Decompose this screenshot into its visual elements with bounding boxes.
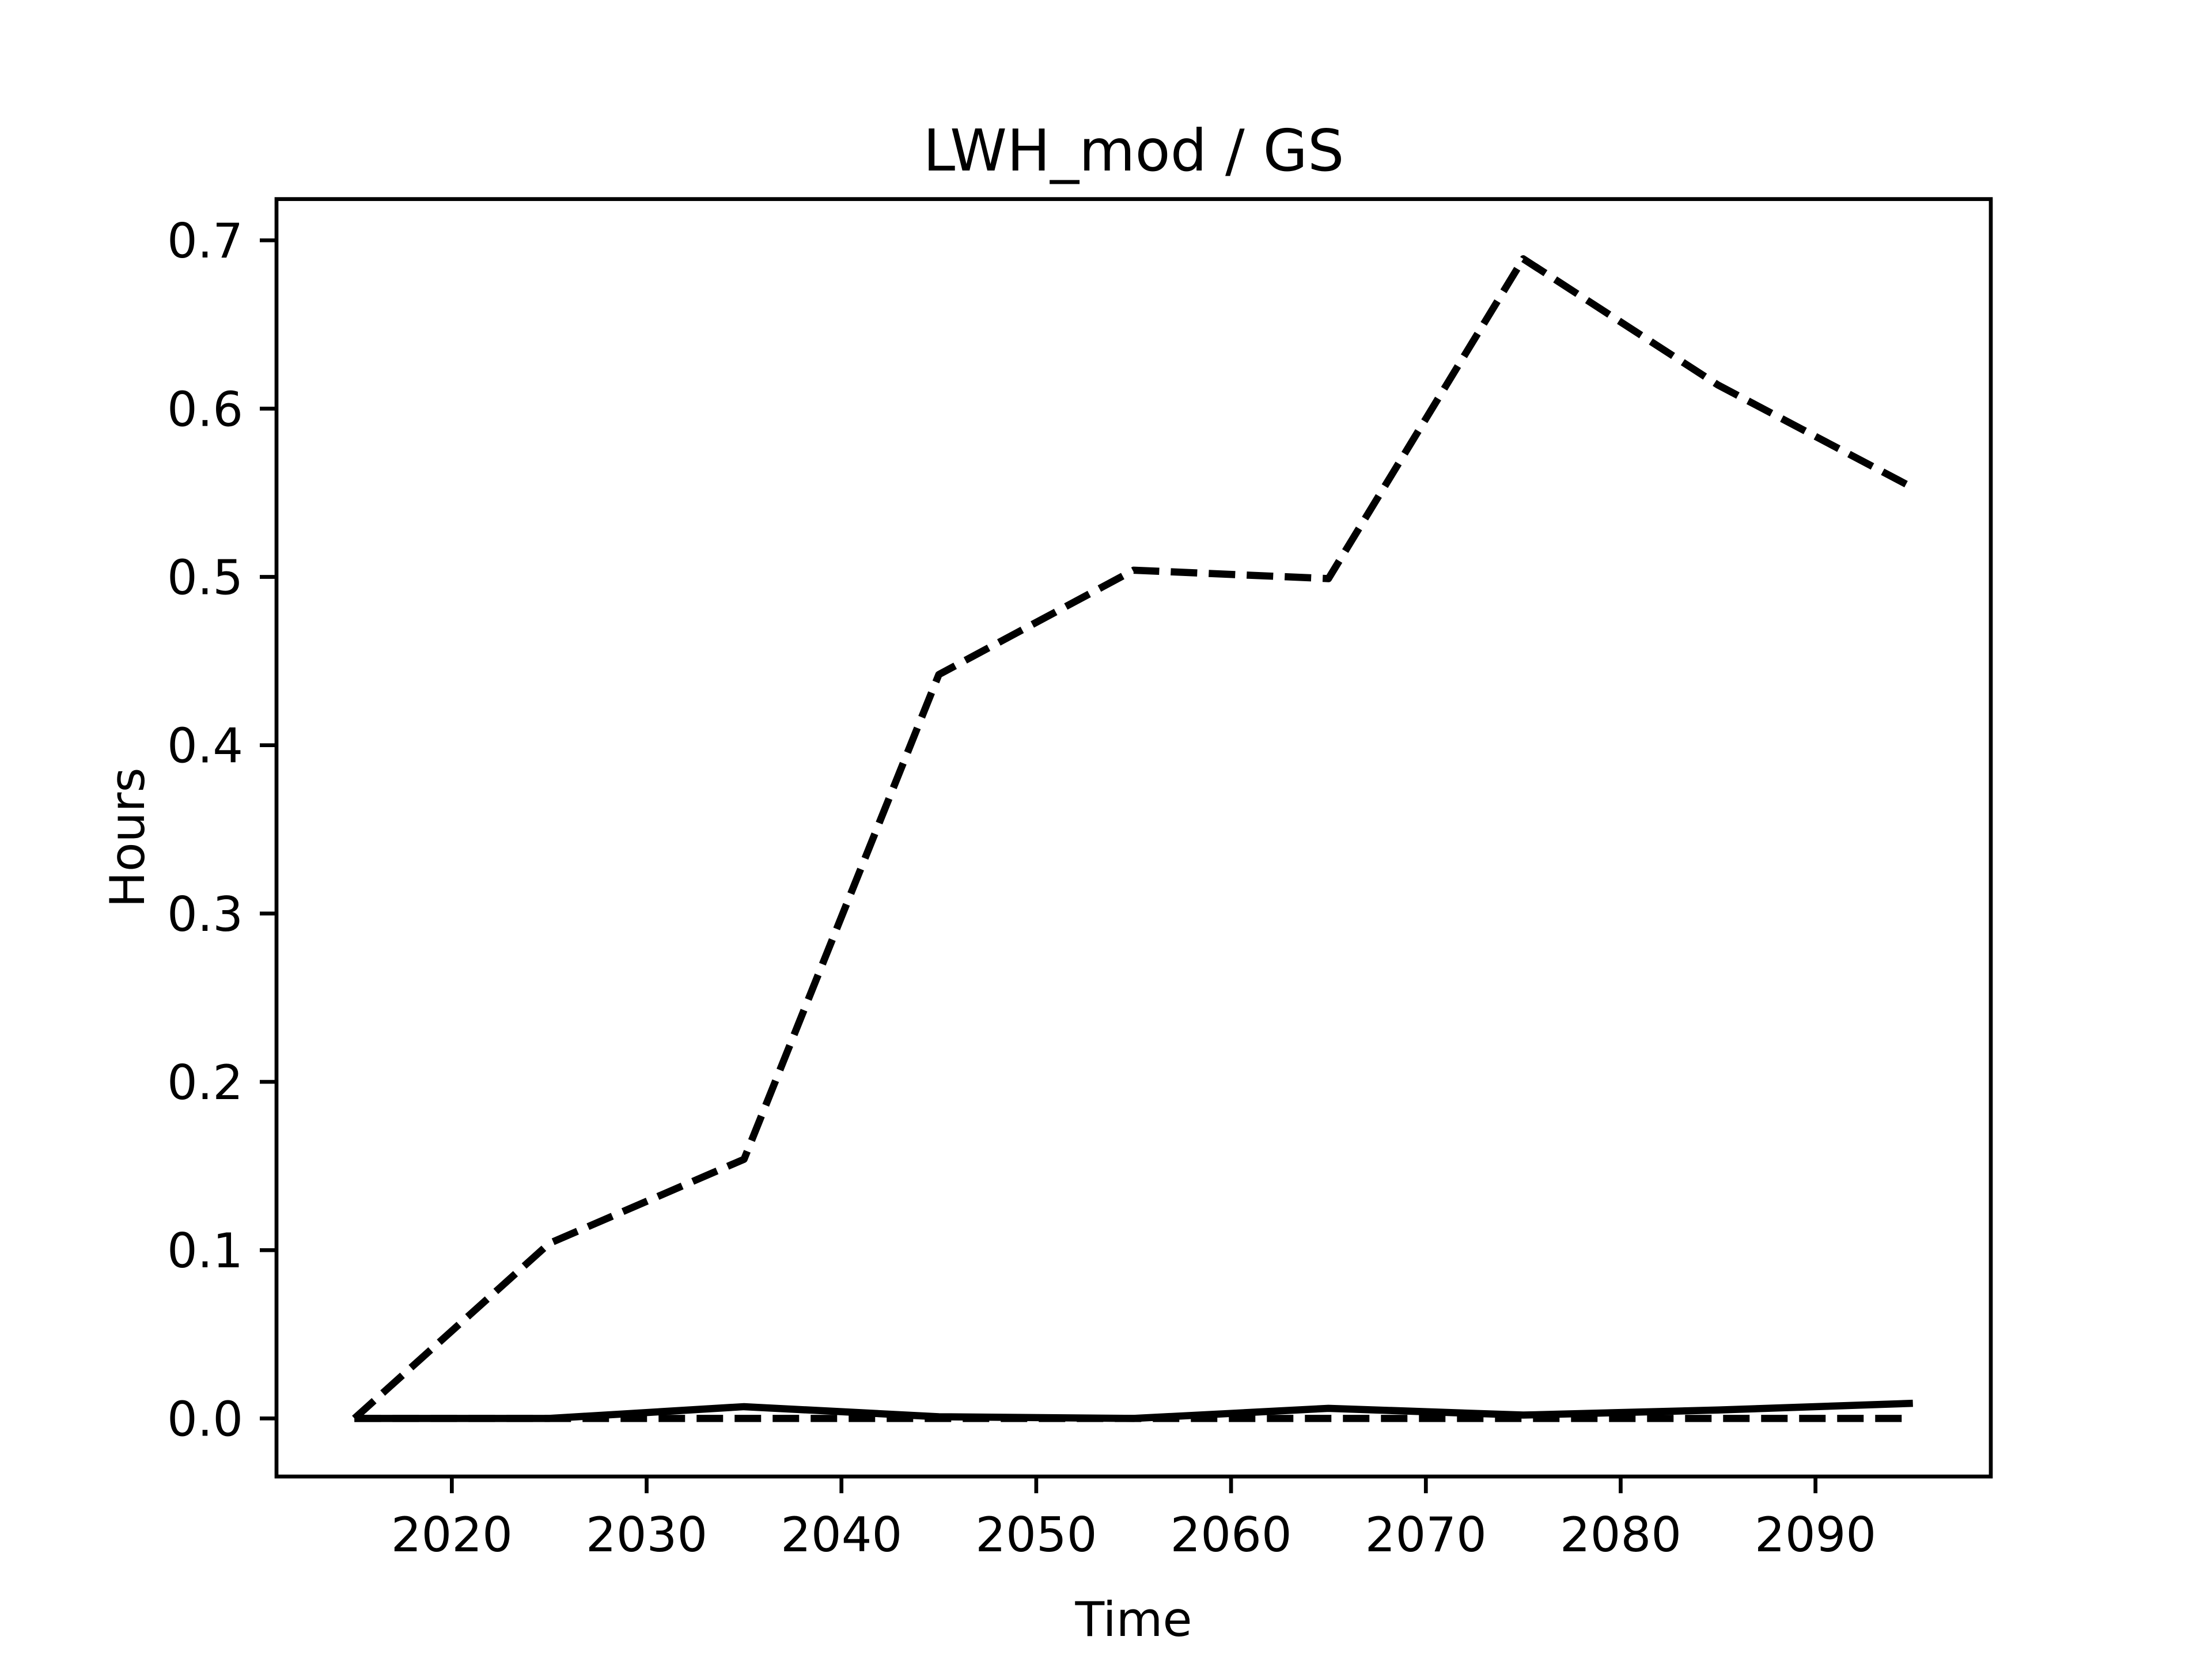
series-line <box>352 255 1915 1422</box>
x-tick-label: 2060 <box>1170 1507 1291 1563</box>
x-tick-label: 2020 <box>391 1507 513 1563</box>
y-tick-label: 0.0 <box>167 1391 243 1447</box>
y-tick-label: 0.3 <box>167 887 243 942</box>
chart-title: LWH_mod / GS <box>923 117 1344 184</box>
x-tick-label: 2090 <box>1755 1507 1876 1563</box>
y-tick-label: 0.2 <box>167 1055 243 1111</box>
x-tick-label: 2070 <box>1365 1507 1487 1563</box>
x-tick-label: 2040 <box>781 1507 902 1563</box>
plot-frame <box>274 197 1993 1479</box>
x-tick-label: 2080 <box>1560 1507 1681 1563</box>
x-tick-label: 2030 <box>586 1507 707 1563</box>
y-tick-label: 0.1 <box>167 1223 243 1279</box>
x-axis-label: Time <box>1074 1592 1192 1647</box>
y-tick-label: 0.6 <box>167 381 243 437</box>
y-tick-label: 0.4 <box>167 718 243 774</box>
x-tick-label: 2050 <box>975 1507 1097 1563</box>
y-axis-label: Hours <box>100 767 156 907</box>
y-tick-label: 0.7 <box>167 213 243 269</box>
y-tick-label: 0.5 <box>167 550 243 606</box>
